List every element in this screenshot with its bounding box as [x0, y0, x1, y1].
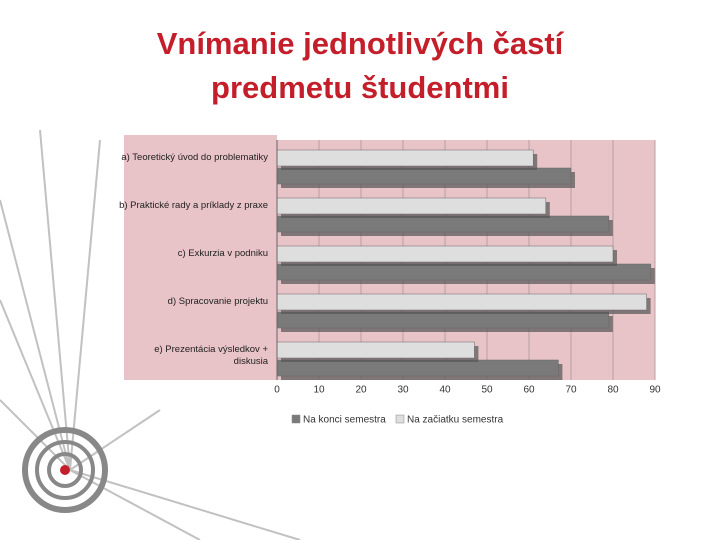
bar [276, 167, 572, 185]
bar [276, 359, 559, 377]
x-tick-label: 10 [313, 385, 325, 396]
x-tick-label: 30 [397, 385, 409, 396]
category-label: d) Spracovanie projektu [167, 296, 268, 307]
bar [276, 197, 547, 215]
legend-label: Na začiatku semestra [407, 415, 504, 426]
category-label: a) Teoretický úvod do problematiky [121, 152, 268, 163]
category-label: e) Prezentácia výsledkov + diskusia [154, 344, 268, 367]
x-tick-label: 70 [565, 385, 577, 396]
x-tick-label: 80 [607, 385, 619, 396]
x-tick-label: 60 [523, 385, 535, 396]
legend-swatch [395, 414, 405, 424]
category-label: b) Praktické rady a príklady z praxe [119, 200, 268, 211]
category-label: c) Exkurzia v podniku [177, 248, 268, 259]
legend-swatch [291, 414, 301, 424]
bar [276, 215, 610, 233]
slide-title: Vnímanie jednotlivých častí predmetu štu… [156, 26, 564, 105]
label-area [124, 135, 277, 380]
bar [276, 293, 647, 311]
x-tick-label: 50 [481, 385, 493, 396]
legend-label: Na konci semestra [303, 415, 386, 426]
target-circles [22, 427, 108, 513]
bar [276, 341, 475, 359]
bar [276, 149, 534, 167]
bar [276, 263, 652, 281]
x-tick-label: 0 [274, 385, 280, 396]
x-tick-label: 20 [355, 385, 367, 396]
x-tick-label: 90 [649, 385, 661, 396]
bar [276, 245, 614, 263]
bar [276, 311, 610, 329]
x-tick-label: 40 [439, 385, 451, 396]
